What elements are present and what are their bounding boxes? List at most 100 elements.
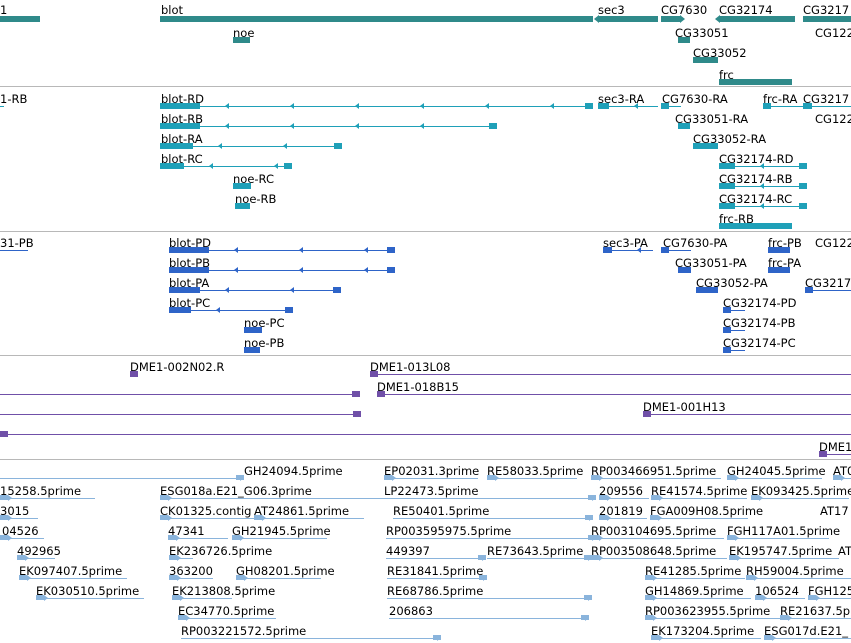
est-label[interactable]: EK030510.5prime	[36, 584, 140, 598]
est-label[interactable]: RP003104695.5prime	[591, 524, 717, 538]
est-label[interactable]: ESG017d.E21_	[764, 624, 849, 638]
clone-label[interactable]: DME1-018B15	[377, 380, 459, 394]
est-label[interactable]: RE41285.5prime	[645, 564, 742, 578]
est-label[interactable]: 209556	[599, 484, 643, 498]
transcript-label[interactable]: CG7630-RA	[662, 92, 728, 106]
protein-label[interactable]: blot-PD	[169, 236, 211, 250]
est-label[interactable]: 04526	[2, 524, 39, 538]
est-label[interactable]: RE68786.5prime	[387, 584, 484, 598]
protein-label[interactable]: CG33051-PA	[675, 256, 747, 270]
est-label[interactable]: RE41574.5prime	[651, 484, 748, 498]
protein-label[interactable]: noe-PB	[244, 336, 285, 350]
est-label[interactable]: AT	[838, 544, 851, 558]
protein-label[interactable]: CG32174-PB	[723, 316, 796, 330]
est-label[interactable]: AT17	[820, 504, 849, 518]
est-label[interactable]: FGA009H08.5prime	[650, 504, 764, 518]
transcript-label[interactable]: CG122	[815, 112, 851, 126]
protein-label[interactable]: frc-PA	[768, 256, 802, 270]
transcript-label[interactable]: CG3217	[803, 92, 850, 106]
protein-label[interactable]: frc-PB	[768, 236, 802, 250]
gene-label[interactable]: CG122	[815, 26, 851, 40]
est-label[interactable]: EK236726.5prime	[169, 544, 273, 558]
est-label[interactable]: RP003221572.5prime	[181, 624, 307, 638]
est-label[interactable]: GH08201.5prime	[236, 564, 335, 578]
gene-label[interactable]: CG32174	[719, 3, 773, 17]
protein-label[interactable]: CG32174-PD	[723, 296, 797, 310]
transcript-label[interactable]: blot-RA	[161, 132, 203, 146]
est-label[interactable]: RE73643.5prime	[487, 544, 584, 558]
gene-label[interactable]: CG7630	[661, 3, 708, 17]
transcript-label[interactable]: 1-RB	[0, 92, 28, 106]
est-label[interactable]: AT24861.5prime	[254, 504, 350, 518]
est-label[interactable]: RP003623955.5prime	[645, 604, 771, 618]
est-label[interactable]: 206863	[389, 604, 433, 618]
transcript-label[interactable]: CG32174-RC	[719, 192, 793, 206]
est-label[interactable]: AT0	[833, 464, 851, 478]
protein-label[interactable]: CG7630-PA	[663, 236, 728, 250]
protein-label[interactable]: blot-PC	[169, 296, 211, 310]
est-label[interactable]: RP003595975.5prime	[386, 524, 512, 538]
est-label[interactable]: 492965	[17, 544, 61, 558]
transcript-label[interactable]: CG32174-RB	[719, 172, 793, 186]
protein-label[interactable]: blot-PA	[169, 276, 210, 290]
transcript-label[interactable]: frc-RB	[719, 212, 754, 226]
gene-label[interactable]: blot	[161, 3, 184, 17]
transcript-label[interactable]: blot-RC	[161, 152, 203, 166]
clone-label[interactable]: DME1-013L08	[370, 360, 451, 374]
est-label[interactable]: EK213808.5prime	[172, 584, 276, 598]
est-label[interactable]: RP003466951.5prime	[591, 464, 717, 478]
est-label[interactable]: RP003508648.5prime	[591, 544, 717, 558]
transcript-label[interactable]: blot-RD	[161, 92, 205, 106]
protein-label[interactable]: 31-PB	[0, 236, 34, 250]
gene-label[interactable]: CG33052	[693, 46, 747, 60]
clone-label[interactable]: DME1	[819, 440, 851, 454]
est-label[interactable]: RE58033.5prime	[487, 464, 584, 478]
clone-label[interactable]: DME1-002N02.R	[130, 360, 225, 374]
protein-label[interactable]: CG32174-PC	[723, 336, 796, 350]
protein-label[interactable]: sec3-PA	[603, 236, 648, 250]
est-label[interactable]: LP22473.5prime	[384, 484, 479, 498]
est-label[interactable]: EK195747.5prime	[729, 544, 833, 558]
protein-label[interactable]: blot-PB	[169, 256, 211, 270]
est-label[interactable]: ESG018a.E21_G06.3prime	[160, 484, 312, 498]
gene-label[interactable]: frc	[719, 68, 734, 82]
transcript-label[interactable]: CG32174-RD	[719, 152, 794, 166]
transcript-label[interactable]: CG33052-RA	[693, 132, 767, 146]
protein-label[interactable]: CG122	[815, 236, 851, 250]
gene-label[interactable]: CG3217	[803, 3, 850, 17]
est-label[interactable]: 106524	[755, 584, 799, 598]
est-label[interactable]: EK093425.5prime	[751, 484, 851, 498]
est-label[interactable]: EP02031.3prime	[384, 464, 480, 478]
est-label[interactable]: RE21637.5pr	[780, 604, 851, 618]
protein-label[interactable]: CG33052-PA	[696, 276, 768, 290]
gene-label[interactable]: 1	[0, 3, 8, 17]
gene-label[interactable]: CG33051	[675, 26, 729, 40]
est-label[interactable]: 363200	[169, 564, 213, 578]
est-label[interactable]: GH24045.5prime	[727, 464, 826, 478]
est-label[interactable]: 47341	[168, 524, 205, 538]
transcript-label[interactable]: CG33051-RA	[675, 112, 749, 126]
transcript-label[interactable]: frc-RA	[763, 92, 798, 106]
est-label[interactable]: 201819	[599, 504, 643, 518]
gene-label[interactable]: noe	[233, 26, 255, 40]
transcript-label[interactable]: noe-RC	[233, 172, 274, 186]
est-label[interactable]: GH14869.5prime	[645, 584, 744, 598]
est-label[interactable]: 3015	[0, 504, 30, 518]
est-label[interactable]: EK173204.5prime	[651, 624, 755, 638]
transcript-label[interactable]: noe-RB	[235, 192, 277, 206]
protein-label[interactable]: CG3217	[805, 276, 851, 290]
est-label[interactable]: FGH125	[808, 584, 851, 598]
est-label[interactable]: RH59004.5prime	[746, 564, 844, 578]
clone-label[interactable]: DME1-001H13	[643, 400, 726, 414]
est-label[interactable]: FGH117A01.5prime	[727, 524, 841, 538]
est-label[interactable]: EK097407.5prime	[19, 564, 123, 578]
est-label[interactable]: 15258.5prime	[0, 484, 82, 498]
est-label[interactable]: 449397	[386, 544, 430, 558]
est-label[interactable]: RE50401.5prime	[393, 504, 490, 518]
est-label[interactable]: EC34770.5prime	[178, 604, 275, 618]
transcript-label[interactable]: sec3-RA	[598, 92, 645, 106]
est-label[interactable]: RE31841.5prime	[387, 564, 484, 578]
protein-label[interactable]: noe-PC	[244, 316, 285, 330]
transcript-label[interactable]: blot-RB	[161, 112, 204, 126]
est-label[interactable]: GH24094.5prime	[244, 464, 343, 478]
